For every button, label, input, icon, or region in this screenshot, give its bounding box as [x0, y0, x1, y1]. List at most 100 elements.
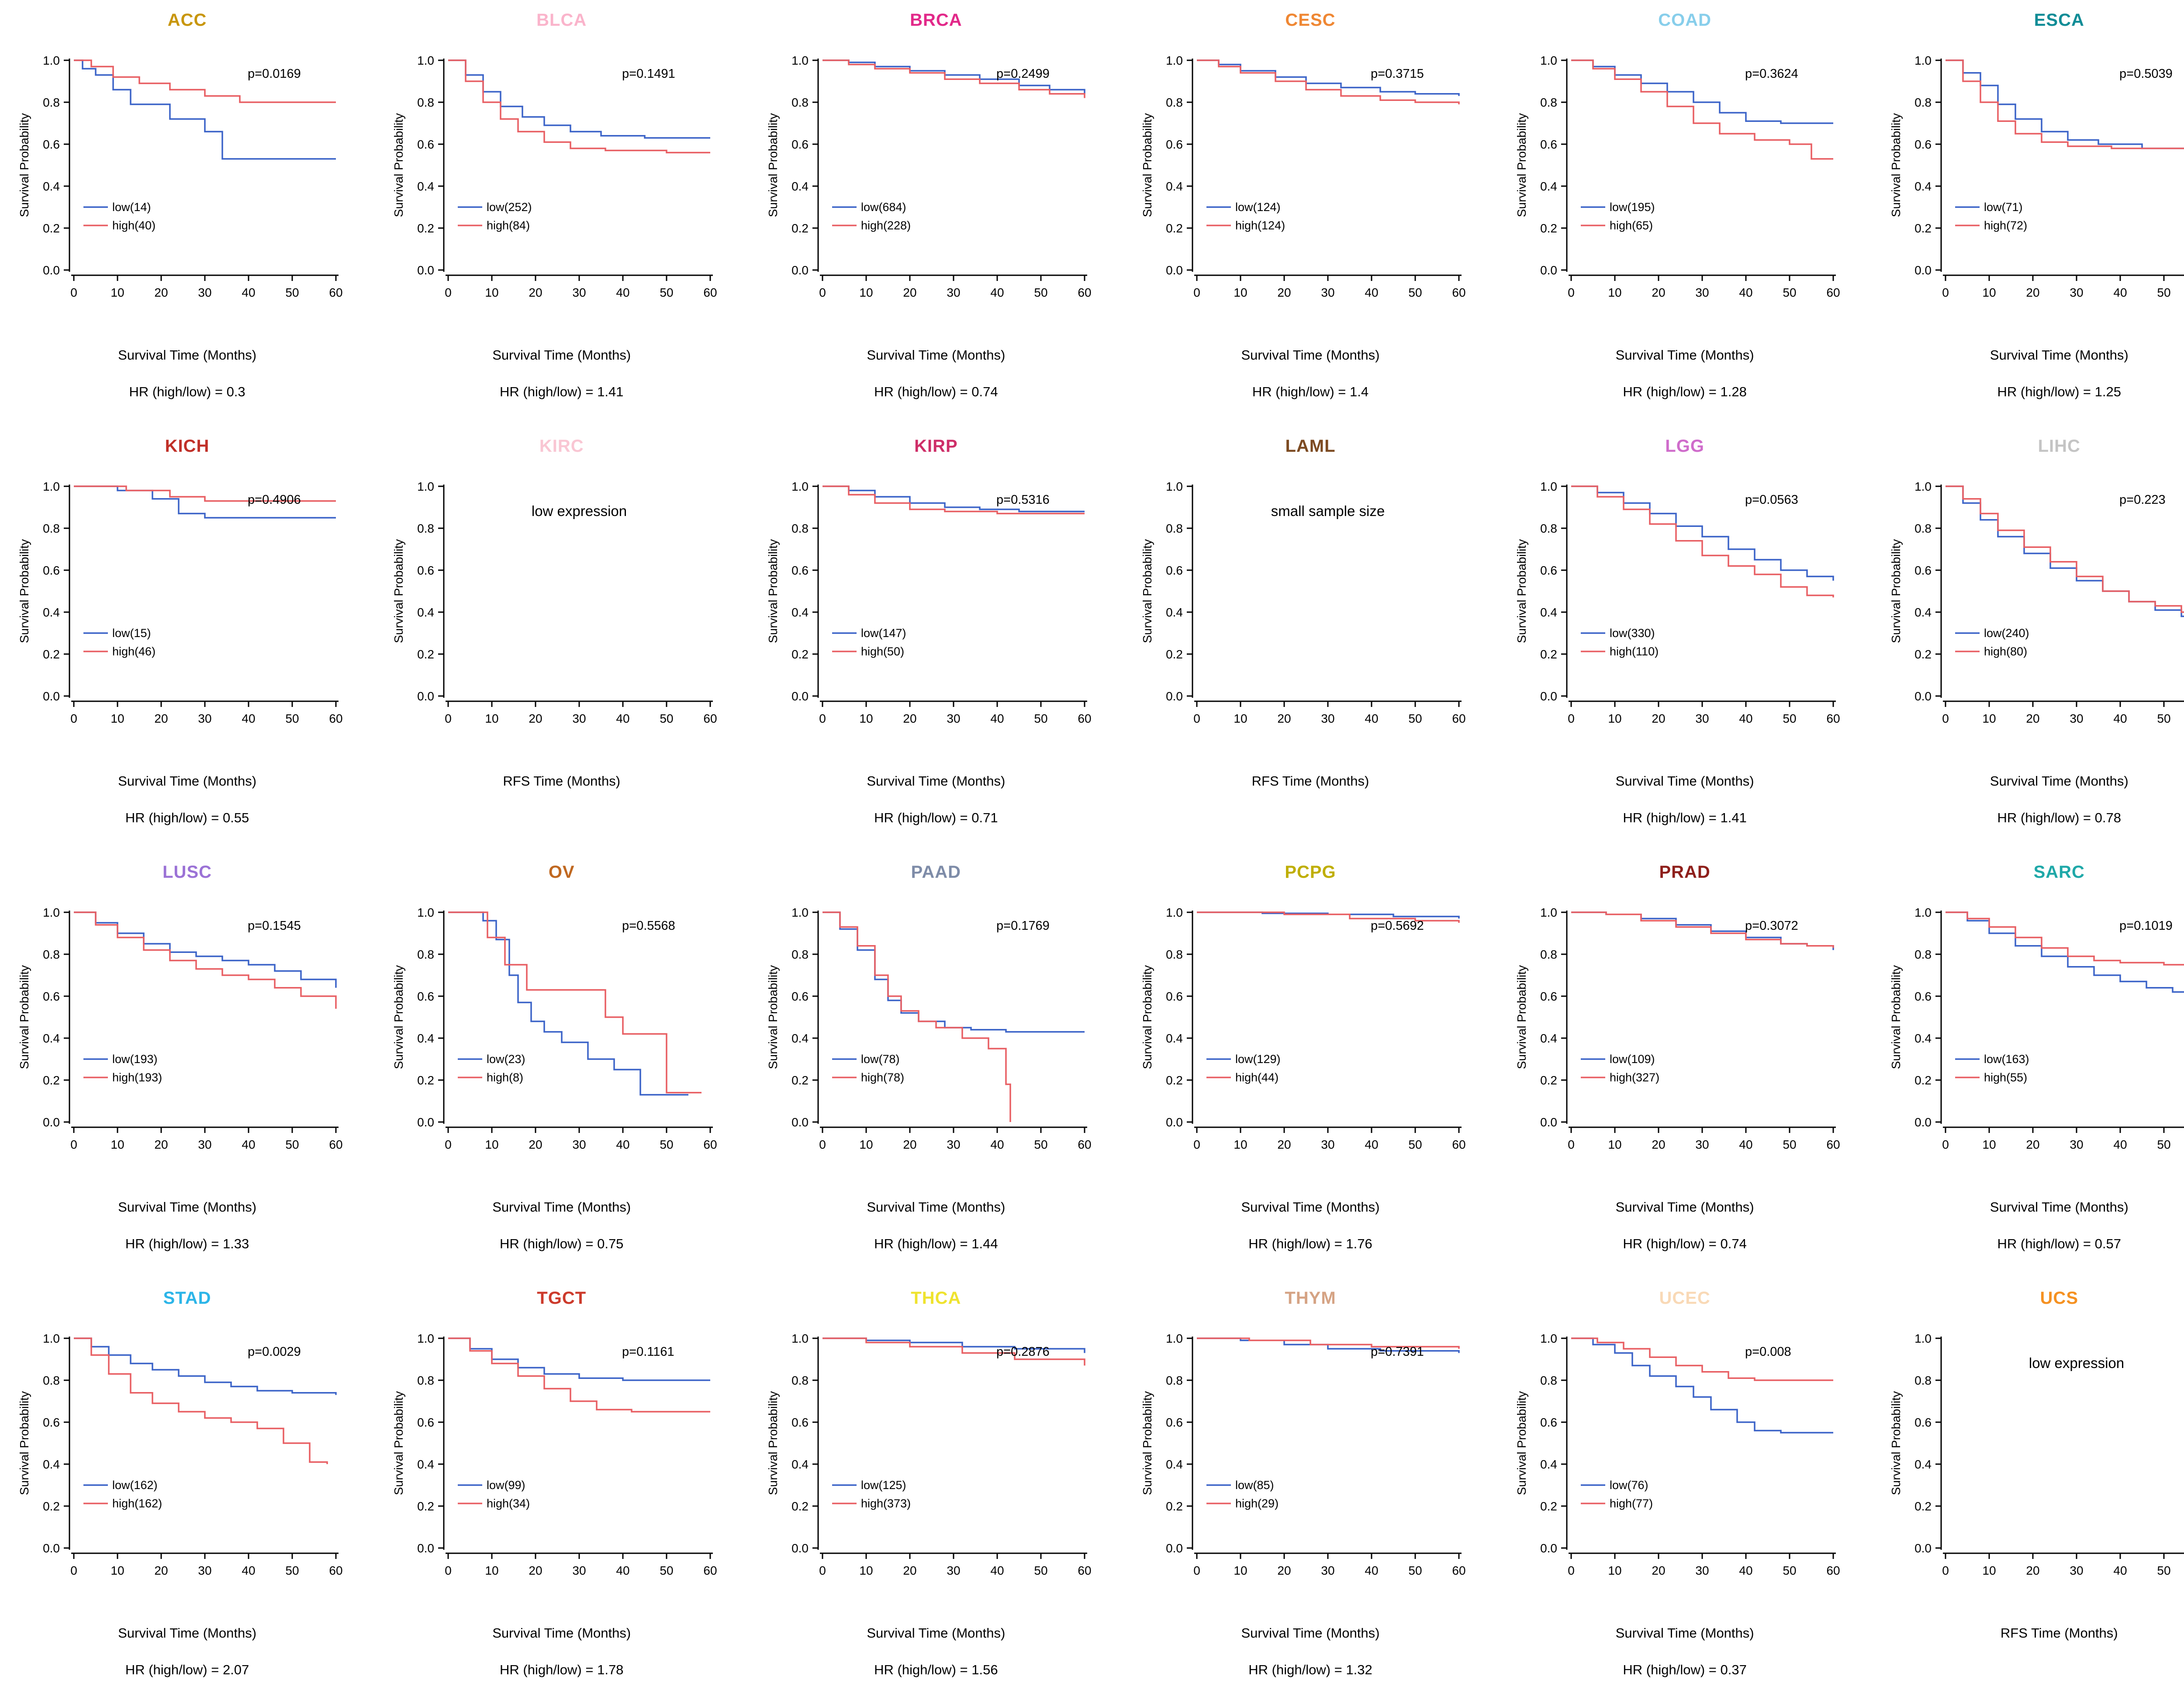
p-value: p=0.5692 [1371, 919, 1424, 933]
x-tick-label: 50 [285, 1564, 299, 1577]
y-tick-label: 1.0 [1166, 480, 1183, 493]
y-tick-label: 1.0 [1166, 54, 1183, 67]
x-tick-label: 40 [990, 712, 1004, 725]
y-tick-label: 0.4 [1540, 1032, 1557, 1045]
km-curve-high [73, 59, 336, 103]
x-tick-label: 40 [1365, 712, 1378, 725]
panel-title: COAD [1658, 10, 1712, 30]
km-curve-high [1571, 1337, 1834, 1381]
y-tick-label: 0.4 [1914, 1032, 1932, 1045]
y-tick-label: 0.8 [1166, 522, 1183, 535]
p-value: p=0.5039 [2119, 67, 2173, 81]
km-plot: 0.00.20.40.60.81.00102030405060Survival … [1889, 906, 2184, 1151]
panel-kirp: KIRP 0.0 0.2 0.4 0.6 0.8 1.0 0 10 20 30 40 50 60 Survi… [749, 426, 1123, 852]
panel-cesc: CESC 0.0 0.2 0.4 0.6 0.8 1.0 0 10 20 30 40 50 60 Survi… [1123, 0, 1497, 426]
hazard-ratio-label: HR (high/low) = 0.78 [1997, 810, 2121, 825]
panel-title: UCEC [1659, 1288, 1711, 1308]
km-curve-low [822, 485, 1085, 513]
y-tick-label: 0.0 [1166, 1115, 1183, 1129]
panel-title: ACC [167, 10, 207, 30]
legend-label-high: high(34) [487, 1497, 530, 1510]
x-tick-label: 40 [2114, 286, 2127, 299]
x-tick-label: 20 [1277, 1138, 1291, 1151]
panel-sarc: SARC0.00.20.40.60.81.00102030405060Survi… [1872, 852, 2184, 1278]
y-tick-label: 0.4 [417, 1032, 434, 1045]
legend-label-low: low(99) [487, 1479, 525, 1492]
x-axis-title: Survival Time (Months) [118, 347, 257, 363]
x-tick-label: 60 [1078, 712, 1091, 725]
x-tick-label: 60 [703, 712, 717, 725]
y-tick-label: 1.0 [1914, 906, 1932, 919]
x-tick-label: 60 [1827, 712, 1840, 725]
x-tick-label: 60 [703, 286, 717, 299]
x-tick-label: 20 [903, 286, 916, 299]
x-tick-label: 40 [1739, 1138, 1753, 1151]
x-tick-label: 0 [1568, 286, 1575, 299]
y-tick-label: 0.6 [791, 138, 809, 151]
y-tick-label: 0.0 [1166, 1541, 1183, 1555]
x-tick-label: 40 [1739, 286, 1753, 299]
hazard-ratio-label: HR (high/low) = 0.75 [499, 1236, 624, 1251]
panel-title: KIRC [539, 436, 584, 456]
panel-title: PRAD [1659, 862, 1711, 882]
km-plot: 0.00.20.40.60.81.00102030405060Survival … [1889, 480, 2184, 725]
y-tick-label: 0.0 [1166, 263, 1183, 277]
p-value: p=0.7391 [1371, 1345, 1424, 1359]
legend-label-low: low(124) [1235, 201, 1281, 214]
p-value: p=0.0169 [248, 67, 301, 81]
panel-brca: BRCA 0.0 0.2 0.4 0.6 0.8 1.0 0 10 20 30 40 50 60 Survi… [749, 0, 1123, 426]
x-tick-label: 50 [1408, 712, 1422, 725]
km-curve-high [822, 1337, 1085, 1366]
y-tick-label: 0.0 [417, 689, 434, 703]
x-tick-label: 60 [1452, 712, 1465, 725]
x-tick-label: 40 [1365, 286, 1378, 299]
p-value: p=0.3624 [1745, 67, 1798, 81]
y-axis-title: Survival Probability [17, 539, 31, 643]
legend-label-high: high(72) [1984, 219, 2027, 232]
x-tick-label: 10 [485, 286, 498, 299]
y-tick-label: 0.8 [43, 96, 60, 109]
x-tick-label: 10 [859, 1564, 873, 1577]
x-tick-label: 30 [572, 1564, 586, 1577]
y-tick-label: 0.0 [791, 1115, 809, 1129]
x-tick-label: 0 [1568, 1138, 1575, 1151]
legend-label-high: high(46) [112, 645, 156, 658]
x-axis-title: Survival Time (Months) [492, 1199, 631, 1215]
x-tick-label: 30 [1696, 1138, 1709, 1151]
p-value: p=0.0029 [248, 1345, 301, 1359]
p-value: p=0.3715 [1371, 67, 1424, 81]
legend-label-low: low(109) [1610, 1053, 1655, 1066]
y-tick-label: 0.8 [791, 1374, 809, 1387]
x-tick-label: 50 [2157, 712, 2171, 725]
x-tick-label: 0 [1942, 1564, 1949, 1577]
panel-title: THCA [911, 1288, 961, 1308]
y-tick-label: 0.2 [417, 648, 434, 661]
x-tick-label: 30 [2070, 1138, 2084, 1151]
p-value: p=0.1545 [248, 919, 301, 933]
hazard-ratio-label: HR (high/low) = 0.55 [125, 810, 249, 825]
x-tick-label: 10 [1608, 712, 1622, 725]
x-tick-label: 40 [1365, 1138, 1378, 1151]
x-tick-label: 40 [242, 286, 255, 299]
panel-title: ESCA [2034, 10, 2084, 30]
x-tick-label: 20 [1277, 1564, 1291, 1577]
legend-label-high: high(110) [1610, 645, 1659, 658]
x-axis-title: Survival Time (Months) [1615, 347, 1754, 363]
hazard-ratio-label: HR (high/low) = 1.32 [1248, 1662, 1372, 1677]
x-tick-label: 60 [1452, 1564, 1465, 1577]
x-tick-label: 30 [2070, 712, 2084, 725]
legend-label-low: low(195) [1610, 201, 1655, 214]
y-tick-label: 0.4 [791, 180, 809, 193]
y-tick-label: 0.6 [791, 1416, 809, 1429]
p-value: p=0.1769 [996, 919, 1050, 933]
x-tick-label: 50 [1408, 286, 1422, 299]
x-tick-label: 0 [1942, 1138, 1949, 1151]
y-axis-title: Survival Probability [17, 1391, 31, 1495]
y-tick-label: 0.4 [1166, 180, 1183, 193]
plot-message: low expression [532, 503, 627, 519]
x-axis-title: RFS Time (Months) [2000, 1625, 2118, 1641]
x-axis-title: Survival Time (Months) [1990, 1199, 2129, 1215]
y-tick-label: 0.0 [1540, 1541, 1557, 1555]
x-tick-label: 0 [1193, 286, 1200, 299]
x-tick-label: 50 [1783, 286, 1797, 299]
